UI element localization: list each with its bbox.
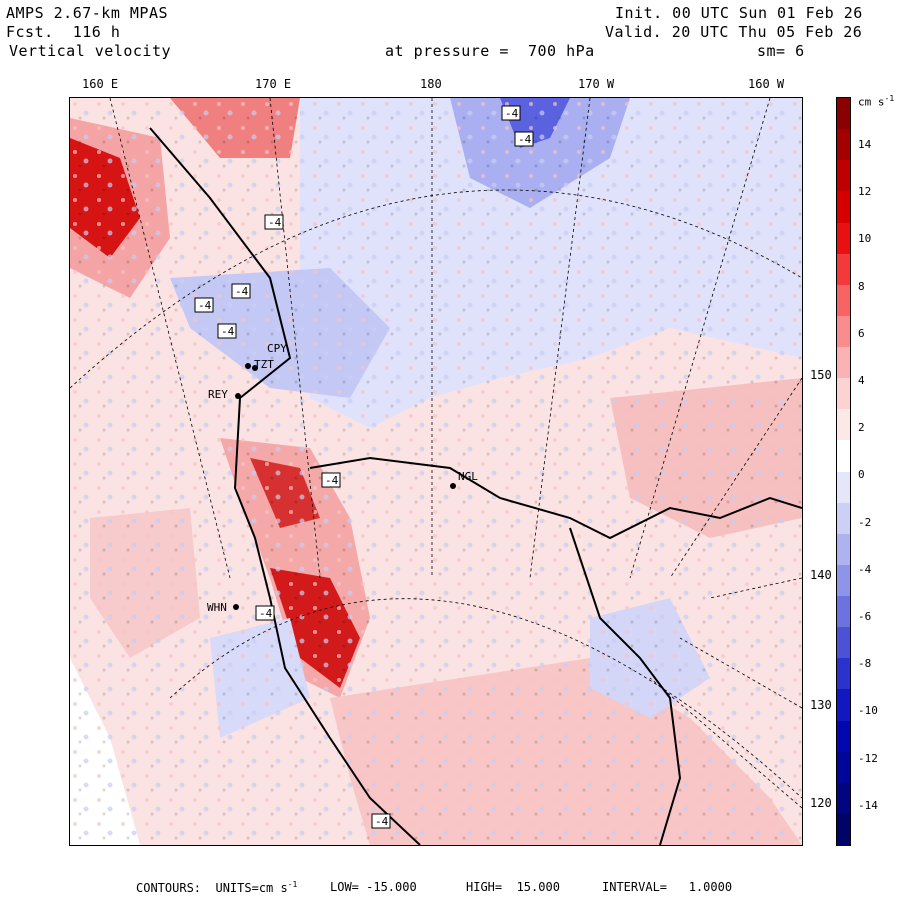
colorbar-label: -10 xyxy=(858,704,878,718)
valid-time: Valid. 20 UTC Thu 05 Feb 26 xyxy=(605,23,863,41)
footer-contours-text: CONTOURS: UNITS=cm s xyxy=(136,881,288,895)
colorbar-segment xyxy=(837,222,850,255)
footer-contours: CONTOURS: UNITS=cm s-1 xyxy=(136,880,297,895)
contour-label-4: -4 xyxy=(235,285,249,298)
colorbar-label: 10 xyxy=(858,232,872,246)
station-dot-ngl xyxy=(450,483,456,489)
colorbar-segment xyxy=(837,751,850,784)
colorbar-segment xyxy=(837,440,850,472)
init-time: Init. 00 UTC Sun 01 Feb 26 xyxy=(615,4,863,22)
colorbar-segment xyxy=(837,564,850,597)
footer-low: LOW= -15.000 xyxy=(330,880,417,894)
colorbar-segment xyxy=(837,658,850,690)
contour-label-3: -4 xyxy=(268,216,282,229)
colorbar-segment xyxy=(837,596,850,628)
station-dot-whn xyxy=(233,604,239,610)
coastline xyxy=(149,127,802,845)
footer-high: HIGH= 15.000 xyxy=(466,880,560,894)
colorbar-segment xyxy=(837,347,850,379)
colorbar-label: -8 xyxy=(858,657,872,671)
station-label-tzt: TZT xyxy=(254,358,274,371)
lon-label-160e: 160 E xyxy=(82,77,119,91)
station-label-ngl: NGL xyxy=(458,470,478,483)
colorbar-label: 12 xyxy=(858,185,872,199)
smoothing: sm= 6 xyxy=(757,42,805,60)
colorbar-segment xyxy=(837,409,850,441)
station-markers xyxy=(233,363,456,610)
colorbar-units-exp: -1 xyxy=(884,94,895,103)
colorbar-label: -4 xyxy=(858,562,872,576)
colorbar-segment xyxy=(837,627,850,659)
colorbar-segment xyxy=(837,315,850,348)
meridian-140w xyxy=(709,577,802,599)
meridian-150w xyxy=(669,377,802,579)
footer-interval: INTERVAL= 1.0000 xyxy=(602,880,733,894)
lon-label-170e: 170 E xyxy=(255,77,292,91)
contour-label-2: -4 xyxy=(518,133,532,146)
station-dot-rey xyxy=(235,393,241,399)
colorbar-label: -12 xyxy=(858,751,878,765)
colorbar-label: 0 xyxy=(858,468,865,482)
contour-label-7: -4 xyxy=(325,474,339,487)
coast-west xyxy=(149,127,421,845)
lon-label-170w: 170 W xyxy=(578,77,615,91)
map-panel: -4 -4 -4 -4 -4 -4 -4 -4 -4 CPY TZT REY N… xyxy=(69,97,803,846)
colorbar-label: 2 xyxy=(858,421,865,435)
colorbar-units: cm s-1 xyxy=(858,94,894,109)
contour-label-5: -4 xyxy=(198,299,212,312)
parallel-outer xyxy=(70,189,802,389)
colorbar-segment xyxy=(837,689,850,721)
station-label-rey: REY xyxy=(208,388,228,401)
colorbar-label: -6 xyxy=(858,610,872,623)
ice-shelf-front xyxy=(309,456,802,540)
colorbar-label: 14 xyxy=(858,138,872,151)
station-label-whn: WHN xyxy=(207,601,227,614)
station-dot-tzt xyxy=(252,365,258,371)
colorbar-segment xyxy=(837,533,850,566)
colorbar-segment xyxy=(837,129,850,161)
contour-label-6: -4 xyxy=(221,325,235,338)
contour-label-8: -4 xyxy=(259,607,273,620)
colorbar-segment xyxy=(837,253,850,286)
pressure-level: at pressure = 700 hPa xyxy=(385,42,595,60)
meridian-170e xyxy=(269,98,321,579)
colorbar-label: 4 xyxy=(858,374,865,387)
coast-east xyxy=(569,527,682,845)
station-label-cpy: CPY xyxy=(267,342,287,355)
colorbar-label: 8 xyxy=(858,279,865,293)
contour-labels: -4 -4 -4 -4 -4 -4 -4 -4 -4 xyxy=(194,105,534,829)
colorbar-segment xyxy=(837,160,850,192)
station-dot-cpy xyxy=(245,363,251,369)
meridian-170w xyxy=(529,98,591,579)
colorbar-segment xyxy=(837,502,850,535)
colorbar-segment xyxy=(837,782,850,815)
colorbar-segment xyxy=(837,191,850,223)
colorbar-segment xyxy=(837,98,850,130)
colorbar-label: -14 xyxy=(858,798,878,812)
contour-label-1: -4 xyxy=(505,107,519,120)
meridian-160e xyxy=(109,98,231,579)
colorbar-segment xyxy=(837,813,850,846)
model-title: AMPS 2.67-km MPAS xyxy=(6,4,169,22)
lon-label-160w: 160 W xyxy=(748,77,785,91)
graticule xyxy=(70,98,802,809)
colorbar-segment xyxy=(837,378,850,410)
colorbar-segment xyxy=(837,471,850,504)
lon-label-180: 180 xyxy=(420,77,442,91)
forecast-hour: Fcst. 116 h xyxy=(6,23,121,41)
colorbar-segment xyxy=(837,284,850,317)
footer-units-exp: -1 xyxy=(287,880,298,889)
contour-label-9: -4 xyxy=(375,815,389,828)
meridian-160w xyxy=(629,98,771,579)
colorbar-segment xyxy=(837,720,850,753)
field-name: Vertical velocity xyxy=(9,42,172,60)
parallel-inner xyxy=(169,598,802,799)
contour-noise xyxy=(70,98,802,845)
map-canvas: -4 -4 -4 -4 -4 -4 -4 -4 -4 xyxy=(70,98,802,845)
colorbar-units-text: cm s xyxy=(858,95,885,109)
colorbar-label: -2 xyxy=(858,515,872,529)
colorbar xyxy=(836,97,851,846)
colorbar-label: 6 xyxy=(858,326,865,340)
